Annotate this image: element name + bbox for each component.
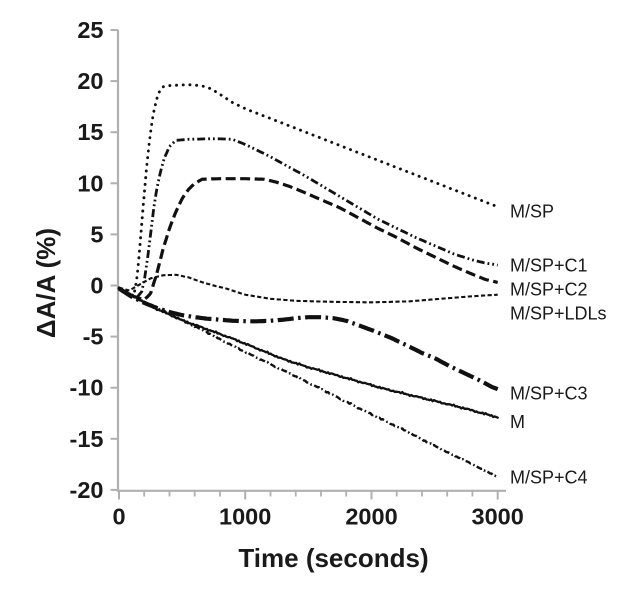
x-tick-label: 3000 [472, 504, 524, 530]
x-tick-label: 1000 [219, 504, 271, 530]
series-line-m-sp-c1 [118, 137, 498, 299]
series-line-m-sp-c3 [117, 286, 499, 392]
series-line-m-sp [117, 83, 500, 297]
series-label-m-sp-c4: M/SP+C4 [510, 468, 588, 488]
series-label-m-sp-ldls: M/SP+LDLs [510, 304, 607, 324]
series-label-m-sp-c3: M/SP+C3 [510, 383, 588, 403]
tick-labels: 25 20 15 10 5 0 -5 -10 -15 -20 0 1000 2000 3000 [70, 17, 524, 530]
tick-marks [110, 29, 499, 500]
y-tick-label: -5 [83, 324, 104, 350]
y-tick-label: 15 [77, 119, 103, 145]
x-tick-label: 0 [112, 504, 125, 530]
series-line-m-sp-c4 [118, 287, 499, 479]
series-labels: M/SP M/SP+C1 M/SP+C2 M/SP+LDLs M/SP+C3 M M/SP+… [510, 201, 607, 487]
x-tick-label: 2000 [345, 504, 397, 530]
series-label-m-sp: M/SP [510, 201, 554, 221]
series-label-m-sp-c2: M/SP+C2 [510, 280, 588, 300]
series-label-m: M [510, 412, 525, 432]
y-axis-title: ΔA/A (%) [31, 228, 61, 338]
series-lines [117, 83, 500, 479]
series-line-m-sp-c2 [118, 177, 499, 302]
y-tick-label: 10 [77, 170, 103, 196]
y-tick-label: -10 [70, 375, 104, 401]
series-line-m-sp-ldls [118, 273, 498, 304]
series-label-m-sp-c1: M/SP+C1 [510, 256, 588, 276]
series-line-m [117, 286, 499, 419]
y-tick-label: 0 [90, 273, 103, 299]
y-tick-label: 25 [77, 17, 103, 43]
x-axis-title: Time (seconds) [238, 543, 428, 573]
y-tick-label: 5 [90, 221, 103, 247]
y-tick-label: 20 [77, 68, 103, 94]
y-tick-label: -15 [70, 426, 104, 452]
axes [116, 30, 506, 492]
y-tick-label: -20 [70, 477, 104, 503]
